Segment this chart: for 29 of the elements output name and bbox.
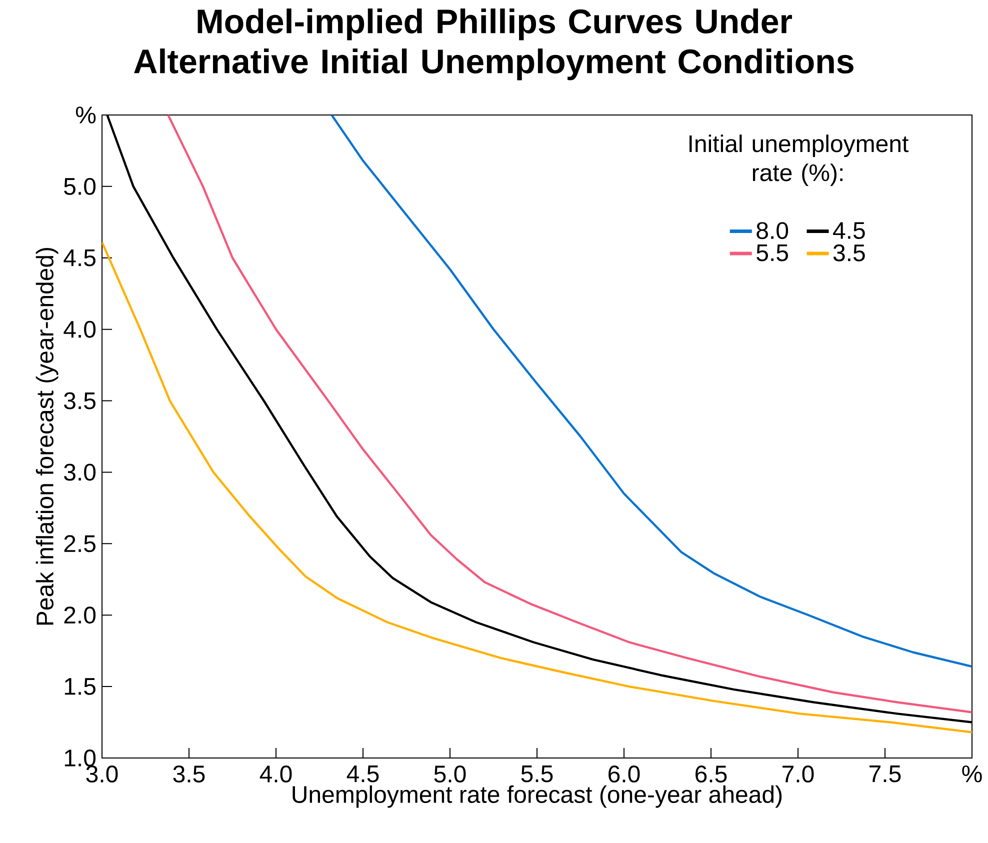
y-tick-label: 4.0	[64, 320, 96, 338]
x-tick-label: 3.0	[86, 766, 118, 783]
legend-label: 5.5	[756, 244, 788, 262]
y-tick-label: 2.5	[64, 535, 96, 552]
x-tick-label: 7.5	[870, 766, 901, 782]
x-tick-label: 6.5	[696, 766, 727, 783]
y-tick-label: 3.5	[64, 392, 96, 410]
y-tick-label: 3.0	[64, 464, 96, 481]
x-tick-label: 4.5	[346, 766, 379, 782]
y-tick-label: 2.0	[64, 606, 96, 624]
y-axis-title: Peak inflation forecast (year-ended)	[36, 248, 58, 625]
x-tick-label: %	[962, 766, 982, 782]
x-tick-label: 7.0	[782, 766, 814, 783]
x-axis-title: Unemployment rate forecast (one-year ahead)	[292, 785, 782, 808]
y-tick-label: %	[76, 106, 96, 124]
legend-label: 4.5	[833, 222, 865, 239]
y-tick-label: 5.0	[64, 178, 96, 195]
y-tick-label: 1.5	[64, 678, 96, 695]
legend-label: 3.5	[833, 244, 865, 262]
x-tick-label: 5.5	[521, 766, 553, 782]
y-tick-label: 4.5	[64, 250, 96, 266]
x-tick-label: 3.5	[173, 766, 205, 783]
x-tick-label: 6.0	[608, 766, 640, 783]
legend-label: 8.0	[756, 222, 788, 240]
x-tick-label: 5.0	[434, 766, 466, 783]
legend-title: Initial unemployment rate (%):	[689, 134, 908, 186]
x-tick-label: 4.0	[260, 766, 292, 783]
y-tick-label: 1.0	[64, 749, 96, 766]
chart-title: Model-implied Phillips Curves Under Alternative Initial Unemployment Conditions	[134, 8, 854, 80]
